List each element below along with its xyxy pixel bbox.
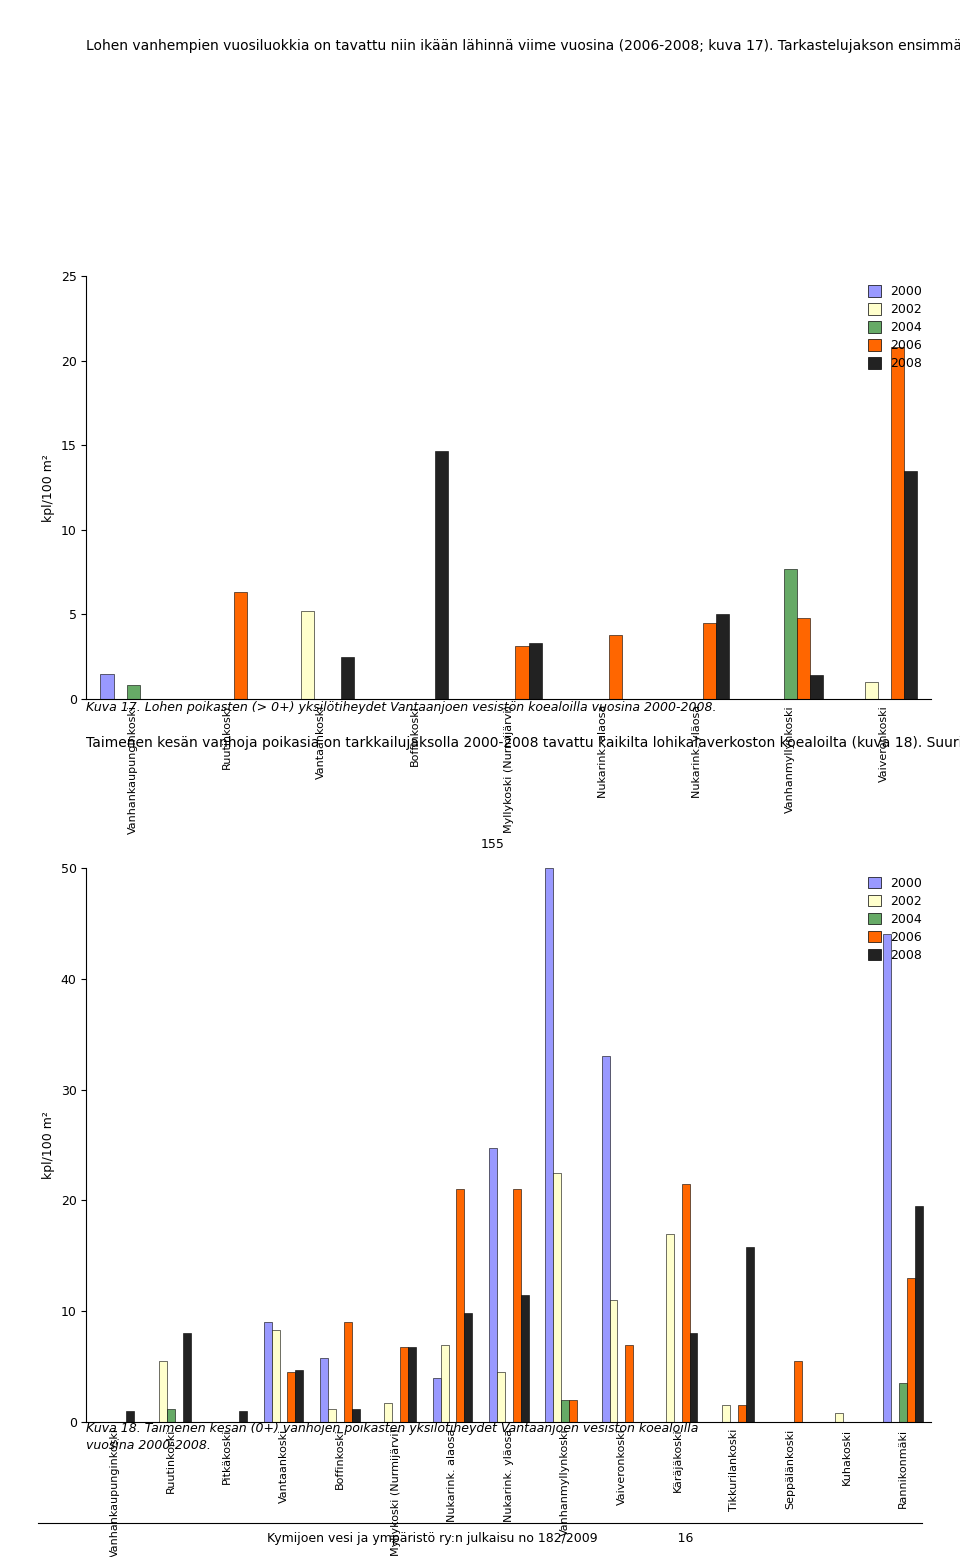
Bar xyxy=(602,1056,610,1422)
Bar xyxy=(351,1409,360,1422)
Bar xyxy=(234,592,247,699)
Bar xyxy=(127,685,140,699)
Bar xyxy=(794,1361,803,1422)
Bar xyxy=(529,643,541,699)
Y-axis label: kpl/100 m²: kpl/100 m² xyxy=(42,1112,55,1179)
Bar xyxy=(513,1190,520,1422)
Bar xyxy=(456,1190,465,1422)
Bar xyxy=(569,1400,577,1422)
Bar xyxy=(264,1322,272,1422)
Bar xyxy=(489,1148,497,1422)
Bar xyxy=(408,1347,416,1422)
Bar xyxy=(562,1400,569,1422)
Bar xyxy=(465,1314,472,1422)
Bar xyxy=(159,1361,167,1422)
Bar xyxy=(865,682,877,699)
Bar xyxy=(320,1358,328,1422)
Bar xyxy=(689,1333,698,1422)
Y-axis label: kpl/100 m²: kpl/100 m² xyxy=(42,453,56,522)
Bar xyxy=(610,635,622,699)
Bar xyxy=(296,1370,303,1422)
Bar xyxy=(891,347,904,699)
Bar xyxy=(545,867,553,1422)
Bar xyxy=(435,450,447,699)
Bar xyxy=(384,1403,393,1422)
Bar xyxy=(666,1233,674,1422)
Bar xyxy=(101,674,113,699)
Text: Lohen vanhempien vuosiluokkia on tavattu niin ikään lähinnä viime vuosina (2006-: Lohen vanhempien vuosiluokkia on tavattu… xyxy=(86,39,960,53)
Bar xyxy=(810,676,824,699)
Bar xyxy=(127,1411,134,1422)
Bar xyxy=(341,657,354,699)
Bar xyxy=(167,1409,175,1422)
Bar xyxy=(328,1409,336,1422)
Bar xyxy=(441,1345,448,1422)
Bar xyxy=(738,1406,746,1422)
Bar xyxy=(301,610,315,699)
Bar xyxy=(907,1278,915,1422)
Bar xyxy=(883,934,891,1422)
Bar xyxy=(272,1330,279,1422)
Text: Kymijoen vesi ja ympäristö ry:n julkaisu no 182/2009                    16: Kymijoen vesi ja ympäristö ry:n julkaisu… xyxy=(267,1532,693,1545)
Legend: 2000, 2002, 2004, 2006, 2008: 2000, 2002, 2004, 2006, 2008 xyxy=(866,283,924,372)
Bar xyxy=(520,1294,529,1422)
Bar xyxy=(900,1383,907,1422)
Text: Kuva 17. Lohen poikasten (> 0+) yksilötiheydet Vantaanjoen vesistön koealoilla v: Kuva 17. Lohen poikasten (> 0+) yksilöti… xyxy=(86,701,717,713)
Legend: 2000, 2002, 2004, 2006, 2008: 2000, 2002, 2004, 2006, 2008 xyxy=(866,873,924,964)
Bar xyxy=(610,1300,617,1422)
Bar xyxy=(239,1411,247,1422)
Bar xyxy=(904,470,917,699)
Bar xyxy=(497,1372,505,1422)
Bar xyxy=(703,623,716,699)
Bar xyxy=(722,1406,731,1422)
Bar xyxy=(516,646,529,699)
Bar xyxy=(746,1247,754,1422)
Bar xyxy=(553,1172,562,1422)
Bar xyxy=(835,1414,843,1422)
Bar xyxy=(287,1372,296,1422)
Bar xyxy=(716,615,730,699)
Bar xyxy=(625,1345,634,1422)
Bar xyxy=(682,1183,689,1422)
Bar xyxy=(400,1347,408,1422)
Bar xyxy=(344,1322,351,1422)
Text: 155: 155 xyxy=(481,838,505,852)
Bar xyxy=(433,1378,441,1422)
Text: Taimenen kesän vanhoja poikasia on tarkkailujaksolla 2000-2008 tavattu kaikilta : Taimenen kesän vanhoja poikasia on tarkk… xyxy=(86,736,960,750)
Bar xyxy=(915,1207,923,1422)
Text: Kuva 18. Taimenen kesän (0+) vanhojen poikasten yksilötiheydet Vantaanjoen vesis: Kuva 18. Taimenen kesän (0+) vanhojen po… xyxy=(86,1422,699,1453)
Bar xyxy=(783,568,797,699)
Bar xyxy=(797,618,810,699)
Bar xyxy=(182,1333,191,1422)
